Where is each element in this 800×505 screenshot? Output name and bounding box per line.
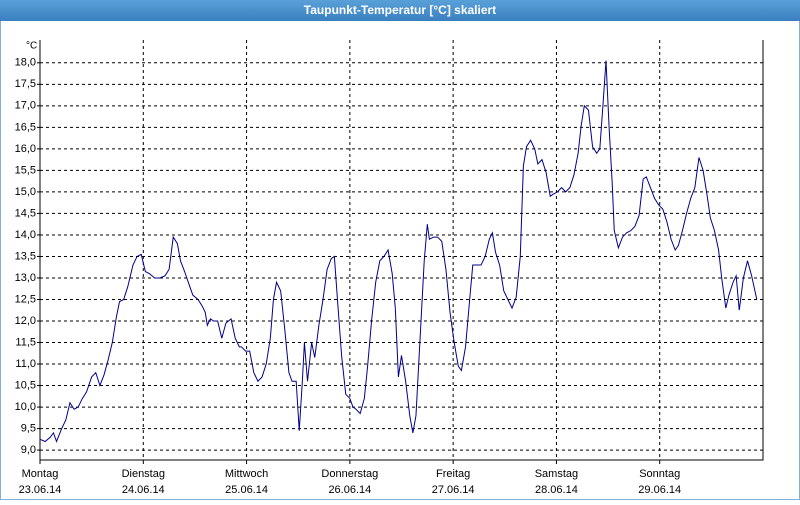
y-tick-label: 16,0 <box>15 143 36 155</box>
y-tick-label: 13,5 <box>15 250 36 262</box>
x-tick-date: 28.06.14 <box>535 484 578 496</box>
y-tick-label: 14,0 <box>15 229 36 241</box>
x-tick-label: Samstag <box>535 468 578 480</box>
y-tick-label: 16,5 <box>15 121 36 133</box>
y-tick-label: 11,5 <box>15 336 36 348</box>
y-tick-label: 15,5 <box>15 164 36 176</box>
x-tick-date: 26.06.14 <box>328 484 371 496</box>
chart-title: Taupunkt-Temperatur [°C] skaliert <box>304 3 496 17</box>
x-tick-label: Dienstag <box>122 468 165 480</box>
y-unit: °C <box>26 41 37 52</box>
y-tick-label: 9,0 <box>21 444 36 456</box>
y-tick-label: 12,0 <box>15 315 36 327</box>
y-tick-label: 14,5 <box>15 207 36 219</box>
x-tick-label: Mittwoch <box>225 468 268 480</box>
y-tick-label: 17,5 <box>15 78 36 90</box>
y-tick-label: 12,5 <box>15 293 36 305</box>
data-line <box>39 60 758 443</box>
y-tick-label: 13,0 <box>15 272 36 284</box>
y-tick-label: 11,0 <box>15 358 36 370</box>
y-tick-label: 15,0 <box>15 186 36 198</box>
x-tick-date: 29.06.14 <box>638 484 681 496</box>
y-tick-label: 17,0 <box>15 100 36 112</box>
x-tick-label: Montag <box>22 468 59 480</box>
x-tick-date: 23.06.14 <box>19 484 62 496</box>
x-tick-label: Freitag <box>436 468 470 480</box>
x-tick-date: 24.06.14 <box>122 484 165 496</box>
y-tick-label: 18,0 <box>15 57 36 69</box>
x-tick-date: 25.06.14 <box>225 484 268 496</box>
axis-frame <box>39 40 764 461</box>
x-tick-label: Donnerstag <box>321 468 378 480</box>
y-tick-label: 9,5 <box>21 422 36 434</box>
y-tick-label: 10,0 <box>15 401 36 413</box>
y-tick-label: 10,5 <box>15 379 36 391</box>
x-tick-date: 27.06.14 <box>432 484 475 496</box>
x-tick-label: Sonntag <box>639 468 680 480</box>
title-bar <box>0 0 800 21</box>
